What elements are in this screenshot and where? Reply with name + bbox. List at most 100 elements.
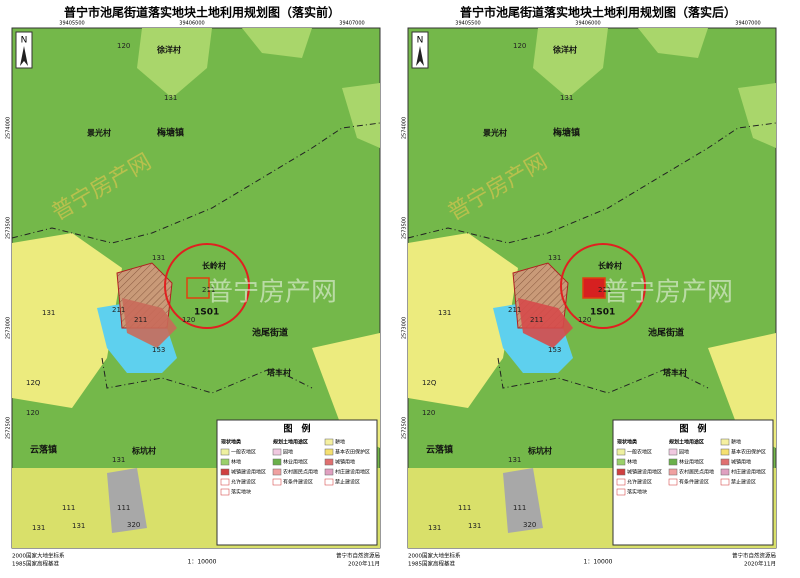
- legend-title: 图 例: [283, 423, 310, 435]
- land-code: 131: [548, 254, 561, 262]
- legend-label: 禁止建设区: [731, 479, 756, 486]
- legend-swatch: [272, 448, 282, 456]
- legend-swatch: [324, 468, 334, 476]
- legend-label: 城镇用地: [731, 459, 751, 466]
- land-code: 131: [560, 94, 573, 102]
- legend-swatch: [324, 448, 334, 456]
- parcel-red: [122, 298, 177, 348]
- place-name: 标坑村: [527, 446, 552, 456]
- legend-label: 落实地块: [231, 489, 251, 496]
- y-coordinate: 2573000: [402, 317, 408, 339]
- land-code: 131: [32, 524, 45, 532]
- land-code: 320: [127, 521, 140, 529]
- place-name: 池尾街道: [252, 327, 288, 339]
- legend-swatch: [220, 488, 230, 496]
- parcel-label: 1S01: [194, 308, 219, 318]
- place-name: 池尾街道: [648, 327, 684, 339]
- legend-label: 有条件建设区: [679, 479, 709, 486]
- legend-label: 林地: [627, 459, 637, 466]
- land-code: 120: [117, 42, 130, 50]
- land-code: 12Q: [26, 379, 41, 387]
- north-arrow-shape: [416, 46, 424, 66]
- town-boundary: [407, 122, 777, 244]
- legend-label: 一般农地区: [627, 449, 652, 456]
- land-code: 120: [26, 409, 39, 417]
- legend-swatch: [272, 468, 282, 476]
- footer-date: 2020年11月: [348, 560, 380, 568]
- legend-title: 图 例: [679, 423, 706, 435]
- land-code: 153: [548, 346, 561, 354]
- land-code: 111: [117, 504, 130, 512]
- land-code: 153: [152, 346, 165, 354]
- place-name: 塔丰村: [267, 368, 291, 378]
- land-code: 131: [438, 309, 451, 317]
- legend-box: [612, 419, 774, 546]
- legend-label: 现状地类: [221, 439, 241, 446]
- place-name: 徐洋村: [156, 45, 181, 55]
- yellow-land: [408, 233, 776, 448]
- focus-circle: [164, 243, 250, 329]
- legend-label: 耕地: [731, 439, 741, 446]
- forest-light: [137, 28, 380, 148]
- watermark: 普宁房产网: [603, 278, 733, 308]
- legend-label: 落实地块: [627, 489, 647, 496]
- legend-label: 耕地: [335, 439, 345, 446]
- map-title: 普宁市池尾街道落实地块土地利用规划图（落实前）: [64, 5, 340, 20]
- legend-label: 一般农地区: [231, 449, 256, 456]
- land-code: 131: [468, 522, 481, 530]
- place-name: 徐洋村: [552, 45, 577, 55]
- map-panel: 普宁市池尾街道落实地块土地利用规划图（落实后） 120 131 131 131 211 21…: [402, 5, 777, 568]
- y-coordinate: 2574000: [6, 117, 12, 139]
- north-arrow: N: [21, 36, 28, 46]
- land-code: 131: [428, 524, 441, 532]
- land-code: 131: [112, 456, 125, 464]
- legend-label: 有条件建设区: [283, 479, 313, 486]
- legend-label: 基本农田保护区: [335, 449, 370, 456]
- place-name: 梅塘镇: [157, 127, 184, 139]
- legend-swatch: [720, 468, 730, 476]
- legend-swatch: [324, 458, 334, 466]
- footer-scale: 1：10000: [584, 559, 613, 566]
- footer-scale: 1：10000: [188, 559, 217, 566]
- legend-swatch: [616, 478, 626, 486]
- land-code: 111: [513, 504, 526, 512]
- legend-label: 农村居民点用地: [283, 469, 318, 476]
- legend-label: 园地: [679, 449, 689, 456]
- x-coordinate: 39407000: [735, 21, 760, 27]
- place-name: 长岭村: [598, 261, 622, 271]
- x-coordinate: 39405500: [59, 21, 84, 27]
- y-coordinate: 2573500: [6, 217, 12, 239]
- parcel-red: [518, 298, 573, 348]
- legend-label: 规划土地用途区: [669, 439, 704, 446]
- land-code: 131: [42, 309, 55, 317]
- land-code: 131: [508, 456, 521, 464]
- parcel-label: 1S01: [590, 308, 615, 318]
- land-code: 120: [182, 316, 195, 324]
- legend-label: 园地: [283, 449, 293, 456]
- place-name: 景光村: [87, 128, 111, 138]
- legend-swatch: [668, 458, 678, 466]
- land-code: 120: [513, 42, 526, 50]
- land-code: 211: [112, 306, 125, 314]
- gray-land: [503, 468, 543, 533]
- legend-label: 林业用地区: [283, 459, 308, 466]
- y-coordinate: 2573500: [402, 217, 408, 239]
- legend-label: 林地: [231, 459, 241, 466]
- place-name: 长岭村: [202, 261, 226, 271]
- footer-height: 1985国家高程基准: [12, 560, 59, 568]
- legend-label: 禁止建设区: [335, 479, 360, 486]
- legend-swatch: [720, 458, 730, 466]
- y-coordinate: 2574000: [402, 117, 408, 139]
- town-boundary: [11, 122, 381, 244]
- forest-light: [533, 28, 776, 148]
- y-coordinate: 2573000: [6, 317, 12, 339]
- footer-height: 1985国家高程基准: [408, 560, 455, 568]
- legend-label: 现状地类: [617, 439, 637, 446]
- map-title: 普宁市池尾街道落实地块土地利用规划图（落实后）: [460, 5, 736, 20]
- legend-swatch: [616, 448, 626, 456]
- x-coordinate: 39405500: [455, 21, 480, 27]
- legend-swatch: [720, 478, 730, 486]
- legend-swatch: [616, 458, 626, 466]
